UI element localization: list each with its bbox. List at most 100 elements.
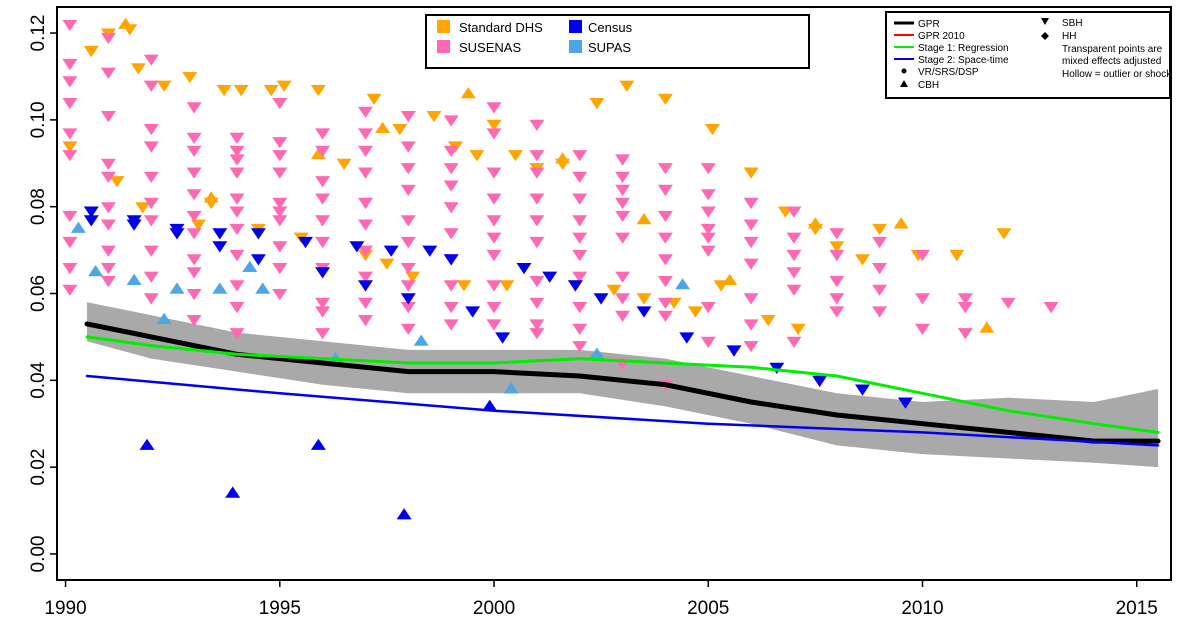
point-census-17 [443, 254, 459, 266]
point-census-cbh-0 [139, 438, 155, 450]
point-supas-7 [255, 282, 271, 294]
point-standard-dhs-35 [606, 284, 622, 296]
point-census-27 [769, 362, 785, 374]
point-susenas-160 [743, 219, 759, 231]
point-susenas-168 [786, 249, 802, 262]
point-susenas-139 [615, 293, 631, 305]
point-susenas-166 [786, 206, 802, 218]
point-susenas-161 [743, 236, 759, 249]
point-susenas-63 [315, 145, 331, 157]
legend-label-sbh: SBH [1062, 18, 1083, 29]
point-susenas-57 [272, 206, 288, 218]
point-susenas-188 [1043, 302, 1059, 314]
point-susenas-164 [743, 319, 759, 331]
point-standard-dhs-30 [508, 150, 523, 162]
point-susenas-71 [315, 328, 331, 340]
point-susenas-171 [786, 336, 802, 348]
line-stage-1-regression [85, 335, 1160, 434]
point-census-3 [126, 219, 142, 231]
legend-marker-census [569, 20, 582, 33]
point-susenas-124 [572, 193, 588, 205]
point-susenas-14 [100, 171, 116, 183]
point-susenas-32 [186, 145, 202, 157]
point-susenas-165 [743, 341, 759, 353]
point-susenas-111 [486, 319, 502, 331]
point-susenas-7 [62, 236, 78, 249]
point-susenas-47 [229, 223, 245, 236]
point-susenas-114 [529, 167, 545, 179]
legend-marker-susenas [437, 40, 450, 53]
point-susenas-9 [62, 284, 78, 296]
point-census-10 [298, 236, 313, 249]
gpr-uncertainty-band [87, 302, 1159, 468]
legend-label-supas: SUPAS [588, 40, 631, 55]
point-susenas-81 [358, 315, 373, 327]
point-susenas-23 [143, 141, 159, 153]
point-standard-dhs-5 [130, 63, 146, 75]
point-census-cbh-4 [482, 399, 498, 411]
point-susenas-52 [272, 98, 288, 110]
point-susenas-154 [700, 223, 716, 236]
point-susenas-51 [229, 328, 245, 340]
point-susenas-148 [657, 297, 673, 309]
point-standard-dhs-48 [829, 241, 845, 253]
point-susenas-123 [572, 171, 588, 183]
point-census-6 [212, 228, 228, 240]
point-standard-dhs-9 [190, 219, 206, 231]
legend-models: GPR GPR 2010 Stage 1: Regression Stage 2… [885, 11, 1172, 99]
point-susenas-169 [786, 267, 802, 279]
point-susenas-6 [62, 210, 78, 223]
legend-label-stage1: Stage 1: Regression [918, 43, 1009, 54]
point-census-25 [679, 332, 695, 344]
point-susenas-176 [829, 306, 845, 318]
point-susenas-10 [100, 32, 116, 45]
point-standard-dhs-11 [216, 85, 232, 97]
point-susenas-109 [486, 280, 502, 292]
point-susenas-113 [529, 150, 545, 162]
point-standard-dhs-26 [456, 280, 472, 292]
point-census-5 [169, 228, 185, 240]
point-susenas-151 [700, 163, 716, 175]
point-susenas-127 [572, 249, 588, 262]
point-standard-dhs-cbh-1 [203, 191, 219, 203]
point-susenas-82 [400, 111, 416, 123]
point-susenas-76 [358, 197, 373, 210]
point-susenas-156 [700, 245, 716, 257]
x-tick-label-2005: 2005 [687, 598, 729, 619]
point-susenas-16 [100, 219, 116, 231]
point-susenas-48 [229, 249, 245, 262]
point-susenas-92 [443, 115, 459, 127]
point-susenas-186 [957, 328, 973, 340]
point-susenas-20 [143, 54, 159, 66]
point-susenas-30 [186, 102, 202, 114]
point-susenas-142 [657, 163, 673, 175]
point-standard-dhs-18 [336, 158, 352, 170]
point-standard-dhs-1 [83, 45, 99, 58]
point-susenas-134 [615, 184, 631, 197]
point-standard-dhs-cbh-3 [375, 121, 391, 133]
legend-note-3: Hollow = outlier or shock [1062, 69, 1172, 80]
point-census-7 [212, 241, 228, 253]
point-standard-dhs-cbh-0 [118, 17, 134, 29]
point-susenas-155 [700, 232, 716, 244]
point-susenas-143 [657, 184, 673, 197]
line-stage-2-space-time [85, 374, 1160, 447]
point-standard-dhs-46 [790, 323, 806, 335]
point-susenas-55 [272, 167, 288, 179]
point-susenas-106 [486, 215, 502, 227]
point-susenas-101 [443, 319, 459, 331]
legend-sources: Standard DHS Census SUSENAS SUPAS [425, 14, 810, 69]
point-census-28 [812, 375, 828, 388]
point-susenas-26 [143, 215, 159, 227]
point-susenas-4 [62, 128, 78, 140]
point-susenas-107 [486, 232, 502, 244]
point-census-0 [83, 206, 99, 218]
point-census-19 [495, 332, 511, 344]
point-standard-dhs-49 [855, 254, 870, 266]
point-susenas-50 [229, 302, 245, 314]
point-susenas-70 [315, 306, 331, 318]
point-susenas-133 [615, 171, 631, 183]
point-susenas-21 [143, 80, 159, 92]
legend-models-box [885, 11, 1171, 99]
point-susenas-94 [443, 163, 459, 175]
